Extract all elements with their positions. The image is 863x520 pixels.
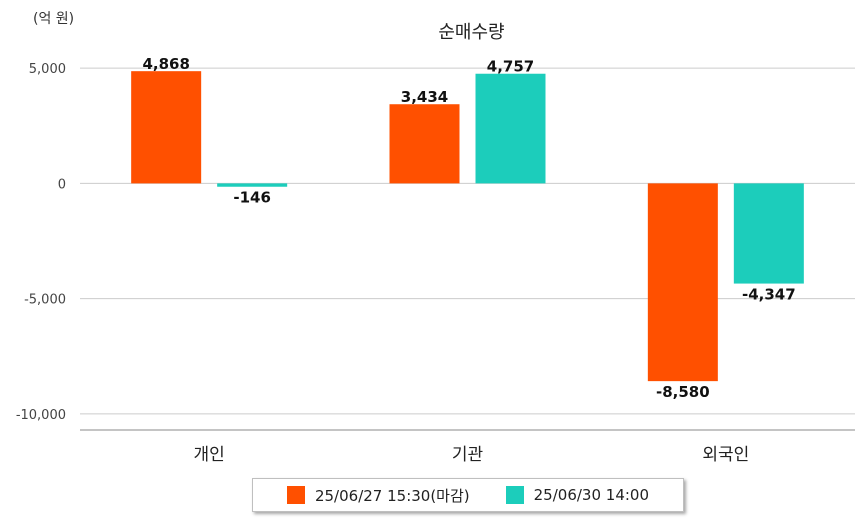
bar: [131, 71, 202, 184]
bar: [217, 183, 288, 187]
legend-label-series-2: 25/06/30 14:00: [533, 486, 650, 504]
chart-legend: 25/06/27 15:30(마감) 25/06/30 14:00: [252, 478, 684, 512]
data-label: -8,580: [656, 383, 710, 401]
x-category-label: 개인: [194, 445, 225, 465]
data-label: 4,757: [487, 58, 534, 76]
chart-title: 순매수량: [438, 22, 505, 43]
bar: [733, 183, 804, 284]
legend-item-series-1[interactable]: 25/06/27 15:30(마감): [286, 485, 470, 506]
data-label: 4,868: [142, 55, 189, 73]
data-label: 3,434: [401, 88, 448, 106]
y-axis-unit-label: (억 원): [33, 11, 75, 27]
x-category-label: 기관: [452, 445, 483, 465]
x-category-label: 외국인: [702, 445, 749, 465]
legend-label-series-1: 25/06/27 15:30(마감): [314, 486, 470, 505]
legend-swatch-series-1: [286, 486, 305, 504]
bar: [475, 73, 546, 184]
bar: [389, 104, 460, 184]
bar: [647, 183, 718, 382]
y-tick-label: 5,000: [29, 62, 66, 77]
y-tick-label: -10,000: [16, 408, 66, 423]
y-tick-label: -5,000: [24, 293, 66, 308]
legend-item-series-2[interactable]: 25/06/30 14:00: [505, 486, 650, 504]
data-label: -4,347: [742, 286, 796, 304]
y-tick-label: 0: [58, 177, 66, 192]
legend-swatch-series-2: [505, 486, 524, 504]
data-label: -146: [233, 189, 271, 207]
